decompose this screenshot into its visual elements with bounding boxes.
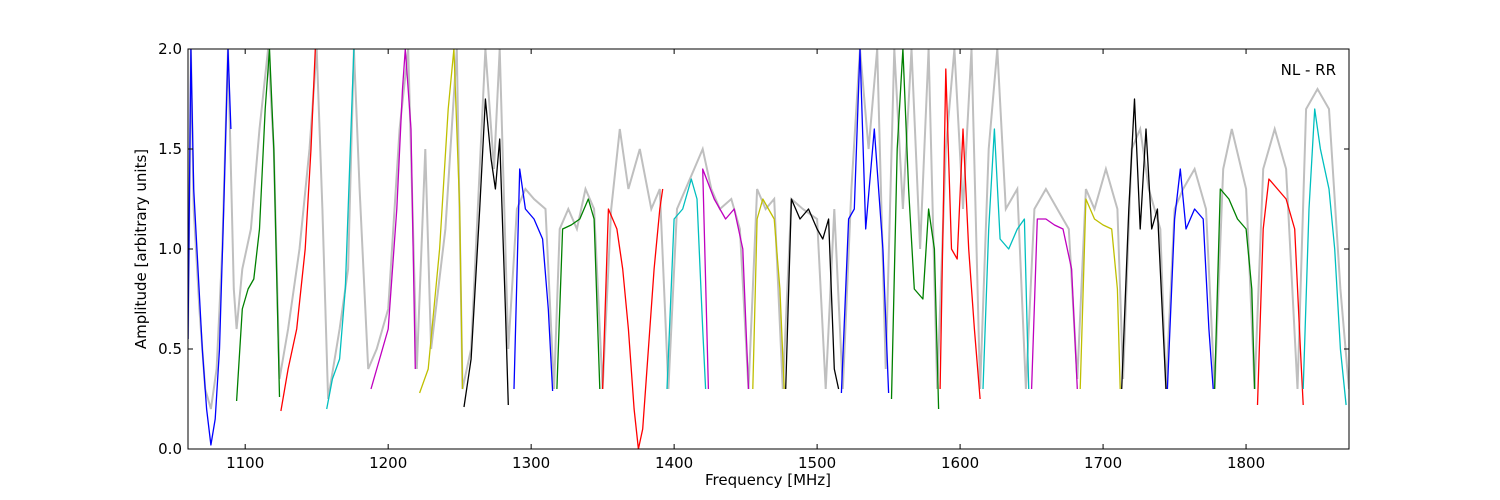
series-layer [188, 49, 1347, 449]
chart-annotation: NL - RR [1281, 61, 1336, 79]
series-line-8 [556, 198, 601, 390]
series-line-3 [326, 49, 355, 410]
x-axis-label: Frequency [MHz] [705, 471, 831, 489]
series-line-11 [702, 168, 750, 390]
series-line-6 [463, 98, 509, 408]
background-trace [188, 49, 1349, 410]
series-line-10 [666, 178, 707, 390]
series-line-18 [1030, 218, 1078, 390]
series-line-2 [280, 49, 316, 412]
x-tick-label: 1200 [369, 454, 407, 472]
series-line-19 [1079, 198, 1121, 390]
y-tick-label: 1.0 [158, 240, 182, 258]
series-line-4 [370, 49, 416, 390]
series-line-24 [1302, 108, 1347, 406]
series-line-1 [235, 49, 281, 402]
background-trace-layer [188, 49, 1349, 410]
y-tick-label: 0.5 [158, 340, 182, 358]
series-line-17 [982, 128, 1030, 390]
series-line-13 [785, 198, 840, 390]
series-line-20 [1121, 98, 1167, 390]
series-line-5 [418, 49, 464, 394]
series-line-15 [890, 49, 940, 410]
x-tick-label: 1500 [798, 454, 836, 472]
series-line-0 [188, 49, 232, 446]
series-line-9 [601, 188, 664, 449]
x-tick-label: 1600 [941, 454, 979, 472]
x-tick-label: 1800 [1227, 454, 1265, 472]
series-line-22 [1213, 188, 1256, 390]
y-tick-label: 1.5 [158, 140, 182, 158]
series-line-16 [939, 68, 981, 400]
y-tick-label: 2.0 [158, 40, 182, 58]
x-axis: 1100 1200 1300 1400 1500 1600 1700 1800 [226, 49, 1265, 472]
y-axis: 0.0 0.5 1.0 1.5 2.0 [158, 40, 1349, 458]
x-tick-label: 1300 [512, 454, 550, 472]
series-line-12 [752, 198, 785, 390]
x-tick-label: 1400 [655, 454, 693, 472]
y-axis-label: Amplitude [arbitrary units] [132, 149, 150, 349]
series-line-21 [1166, 168, 1214, 390]
x-tick-label: 1100 [226, 454, 264, 472]
y-tick-label: 0.0 [158, 440, 182, 458]
x-tick-label: 1700 [1084, 454, 1122, 472]
series-line-23 [1256, 178, 1304, 406]
series-line-14 [840, 49, 890, 394]
series-line-7 [513, 168, 554, 392]
